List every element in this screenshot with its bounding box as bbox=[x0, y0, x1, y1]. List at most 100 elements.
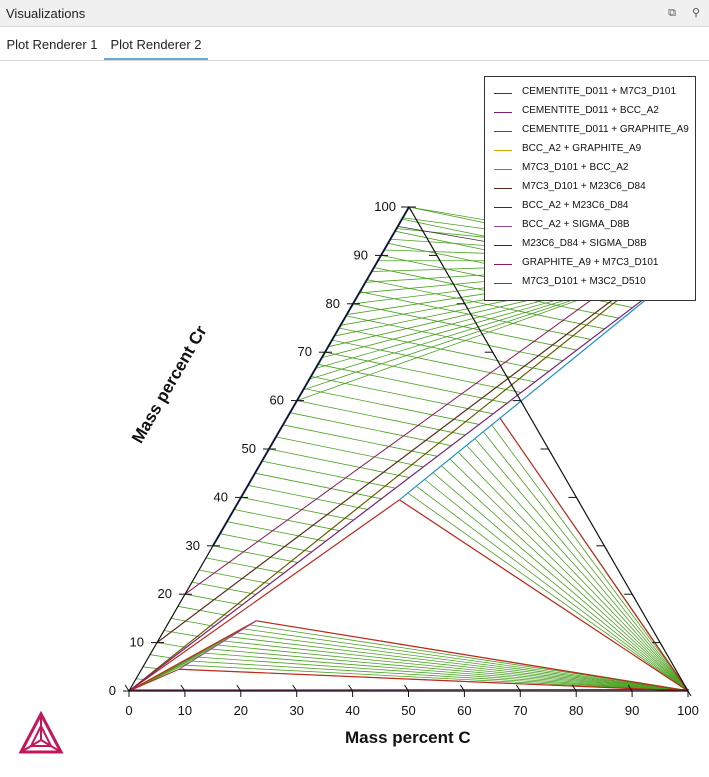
title-bar: Visualizations ⧉ ⚲ bbox=[0, 0, 709, 27]
tie-line bbox=[450, 459, 689, 691]
window-title: Visualizations bbox=[6, 6, 85, 21]
tie-line bbox=[269, 449, 410, 478]
right-tick bbox=[632, 594, 635, 599]
legend-label: M7C3_D101 + M3C2_D510 bbox=[522, 276, 646, 287]
legend-swatch bbox=[494, 245, 512, 246]
x-tick bbox=[125, 685, 129, 691]
x-tick-label: 70 bbox=[513, 703, 527, 718]
legend-item: M7C3_D101 + BCC_A2 bbox=[485, 161, 695, 180]
legend-swatch bbox=[494, 283, 512, 284]
y-tick-label: 40 bbox=[214, 489, 228, 504]
y-tick-label: 90 bbox=[354, 247, 368, 262]
x-tick-label: 30 bbox=[289, 703, 303, 718]
x-tick-label: 80 bbox=[569, 703, 583, 718]
legend-swatch bbox=[494, 112, 512, 113]
tie-line bbox=[255, 473, 382, 499]
right-tick bbox=[576, 497, 579, 502]
y-tick-label: 50 bbox=[242, 441, 256, 456]
legend-swatch bbox=[494, 226, 512, 227]
tie-line bbox=[304, 389, 479, 425]
tab-plot-renderer-1[interactable]: Plot Renderer 1 bbox=[0, 28, 104, 60]
phase-boundary bbox=[500, 418, 688, 691]
phase-boundary bbox=[157, 255, 672, 642]
tie-line bbox=[157, 643, 186, 648]
legend-label: M7C3_D101 + M23C6_D84 bbox=[522, 181, 646, 192]
x-tick-label: 100 bbox=[677, 703, 699, 718]
tab-bar: Plot Renderer 1 Plot Renderer 2 bbox=[0, 28, 709, 61]
right-tick bbox=[660, 643, 663, 648]
legend-swatch bbox=[494, 207, 512, 208]
right-tick bbox=[493, 352, 496, 357]
tie-line bbox=[283, 425, 437, 457]
legend-swatch bbox=[494, 264, 512, 265]
tie-line bbox=[408, 493, 688, 691]
tie-line bbox=[466, 445, 688, 691]
legend-item: CEMENTITE_D011 + BCC_A2 bbox=[485, 104, 695, 123]
legend-label: CEMENTITE_D011 + BCC_A2 bbox=[522, 105, 659, 116]
tab-label: Plot Renderer 1 bbox=[6, 37, 97, 52]
right-tick bbox=[465, 304, 468, 309]
tie-line bbox=[241, 497, 354, 520]
tab-plot-renderer-2[interactable]: Plot Renderer 2 bbox=[104, 28, 208, 60]
x-tick-label: 40 bbox=[345, 703, 359, 718]
legend-label: CEMENTITE_D011 + GRAPHITE_A9 bbox=[522, 124, 689, 135]
right-tick bbox=[521, 401, 524, 406]
x-tick-label: 20 bbox=[234, 703, 248, 718]
tie-line bbox=[290, 413, 451, 446]
legend-label: M23C6_D84 + SIGMA_D8B bbox=[522, 238, 647, 249]
legend[interactable]: CEMENTITE_D011 + M7C3_D101 CEMENTITE_D011… bbox=[484, 76, 696, 301]
x-tick-label: 90 bbox=[625, 703, 639, 718]
tie-line bbox=[491, 424, 688, 690]
tie-line bbox=[218, 645, 688, 691]
tab-label: Plot Renderer 2 bbox=[110, 37, 201, 52]
legend-item: M7C3_D101 + M23C6_D84 bbox=[485, 180, 695, 199]
legend-item: M7C3_D101 + M3C2_D510 bbox=[485, 275, 695, 294]
tie-line bbox=[213, 546, 298, 563]
tie-line bbox=[483, 431, 688, 690]
tie-line bbox=[150, 655, 173, 658]
legend-label: CEMENTITE_D011 + M7C3_D101 bbox=[522, 86, 676, 97]
right-tick bbox=[549, 449, 552, 454]
tie-line bbox=[353, 304, 577, 350]
legend-swatch bbox=[494, 150, 512, 151]
x-tick-label: 60 bbox=[457, 703, 471, 718]
restore-icon[interactable]: ⧉ bbox=[664, 5, 680, 21]
tie-line bbox=[171, 618, 214, 626]
legend-item: CEMENTITE_D011 + M7C3_D101 bbox=[485, 85, 695, 104]
y-tick-label: 60 bbox=[270, 393, 284, 408]
y-tick-label: 0 bbox=[109, 683, 116, 698]
legend-label: BCC_A2 + M23C6_D84 bbox=[522, 200, 628, 211]
pin-icon[interactable]: ⚲ bbox=[688, 5, 704, 21]
tie-line bbox=[475, 438, 689, 691]
tie-line bbox=[192, 661, 688, 691]
legend-item: CEMENTITE_D011 + GRAPHITE_A9 bbox=[485, 123, 695, 142]
tie-line bbox=[346, 316, 563, 361]
legend-label: BCC_A2 + GRAPHITE_A9 bbox=[522, 143, 641, 154]
y-tick-label: 100 bbox=[374, 199, 396, 214]
legend-item: GRAPHITE_A9 + M7C3_D101 bbox=[485, 256, 695, 275]
legend-item: BCC_A2 + M23C6_D84 bbox=[485, 199, 695, 218]
legend-label: M7C3_D101 + BCC_A2 bbox=[522, 162, 628, 173]
tie-line bbox=[262, 461, 396, 488]
x-tick-label: 50 bbox=[401, 703, 415, 718]
legend-item: M23C6_D84 + SIGMA_D8B bbox=[485, 237, 695, 256]
tie-line bbox=[458, 452, 688, 691]
tie-line bbox=[237, 633, 688, 691]
tie-line bbox=[416, 486, 688, 691]
phase-boundary bbox=[399, 500, 688, 691]
x-tick-label: 0 bbox=[125, 703, 132, 718]
tie-line bbox=[205, 653, 688, 691]
x-axis-title: Mass percent C bbox=[345, 728, 471, 748]
legend-item: BCC_A2 + SIGMA_D8B bbox=[485, 218, 695, 237]
right-tick bbox=[437, 255, 440, 260]
logo-icon bbox=[17, 710, 65, 758]
legend-swatch bbox=[494, 93, 512, 94]
x-tick-label: 10 bbox=[178, 703, 192, 718]
legend-swatch bbox=[494, 188, 512, 189]
legend-label: BCC_A2 + SIGMA_D8B bbox=[522, 219, 630, 230]
legend-swatch bbox=[494, 131, 512, 132]
legend-swatch bbox=[494, 169, 512, 170]
tie-line bbox=[224, 641, 688, 691]
y-tick-label: 30 bbox=[186, 538, 200, 553]
